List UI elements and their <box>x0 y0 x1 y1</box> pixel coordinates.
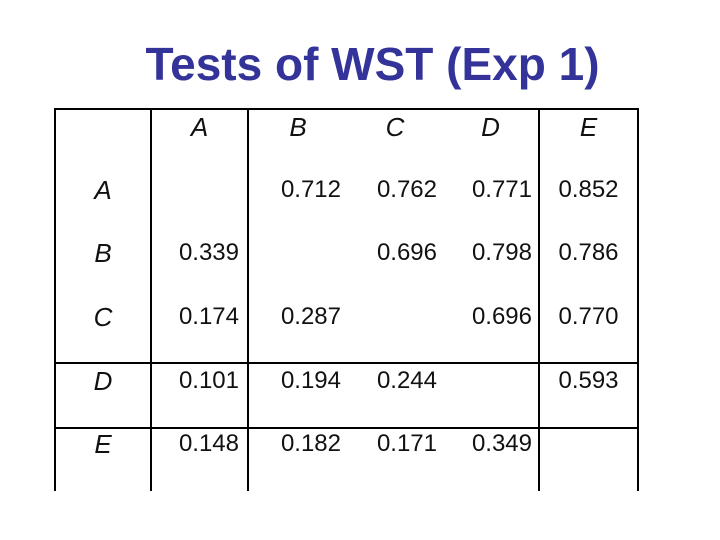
cell-e-d: 0.349 <box>443 427 540 491</box>
results-table: A B C D E A 0.712 0.762 0.771 0.852 B 0.… <box>54 108 639 491</box>
cell-e-c: 0.171 <box>347 427 443 491</box>
cell-b-d: 0.798 <box>443 222 540 286</box>
cell-c-c <box>347 286 443 362</box>
cell-e-e <box>540 427 637 491</box>
cell-c-d: 0.696 <box>443 286 540 362</box>
cell-a-c: 0.762 <box>376 176 437 203</box>
header-cell-c: C <box>385 112 405 142</box>
header-cell-d: D <box>443 110 540 159</box>
header-cell-b: B <box>289 112 307 142</box>
cell-d-a: 0.101 <box>152 362 249 427</box>
row-label-c: C <box>56 286 152 362</box>
row-label-d: D <box>56 362 152 427</box>
row-label-e: E <box>56 427 152 491</box>
cell-a-b: 0.712 <box>280 176 341 203</box>
cell-b-b <box>249 222 347 286</box>
header-cell-a: A <box>152 110 249 159</box>
cell-a-a <box>152 159 249 222</box>
row-label-a: A <box>56 159 152 222</box>
cell-b-c: 0.696 <box>376 239 437 266</box>
header-cell-blank <box>56 110 152 159</box>
row-label-b: B <box>56 222 152 286</box>
cell-c-a: 0.174 <box>152 286 249 362</box>
cell-c-e: 0.770 <box>558 303 619 330</box>
cell-b-a: 0.339 <box>152 222 249 286</box>
cell-e-b: 0.182 <box>249 427 347 491</box>
cell-d-b: 0.194 <box>249 362 347 427</box>
cell-d-e: 0.593 <box>540 362 637 427</box>
cell-a-d: 0.771 <box>443 159 540 222</box>
cell-d-d <box>443 362 540 427</box>
header-cell-e: E <box>579 112 598 142</box>
slide-title: Tests of WST (Exp 1) <box>145 38 600 90</box>
cell-a-e: 0.852 <box>558 176 619 203</box>
cell-b-e: 0.786 <box>558 239 619 266</box>
cell-e-a: 0.148 <box>152 427 249 491</box>
cell-c-b: 0.287 <box>280 303 341 330</box>
cell-d-c: 0.244 <box>347 362 443 427</box>
